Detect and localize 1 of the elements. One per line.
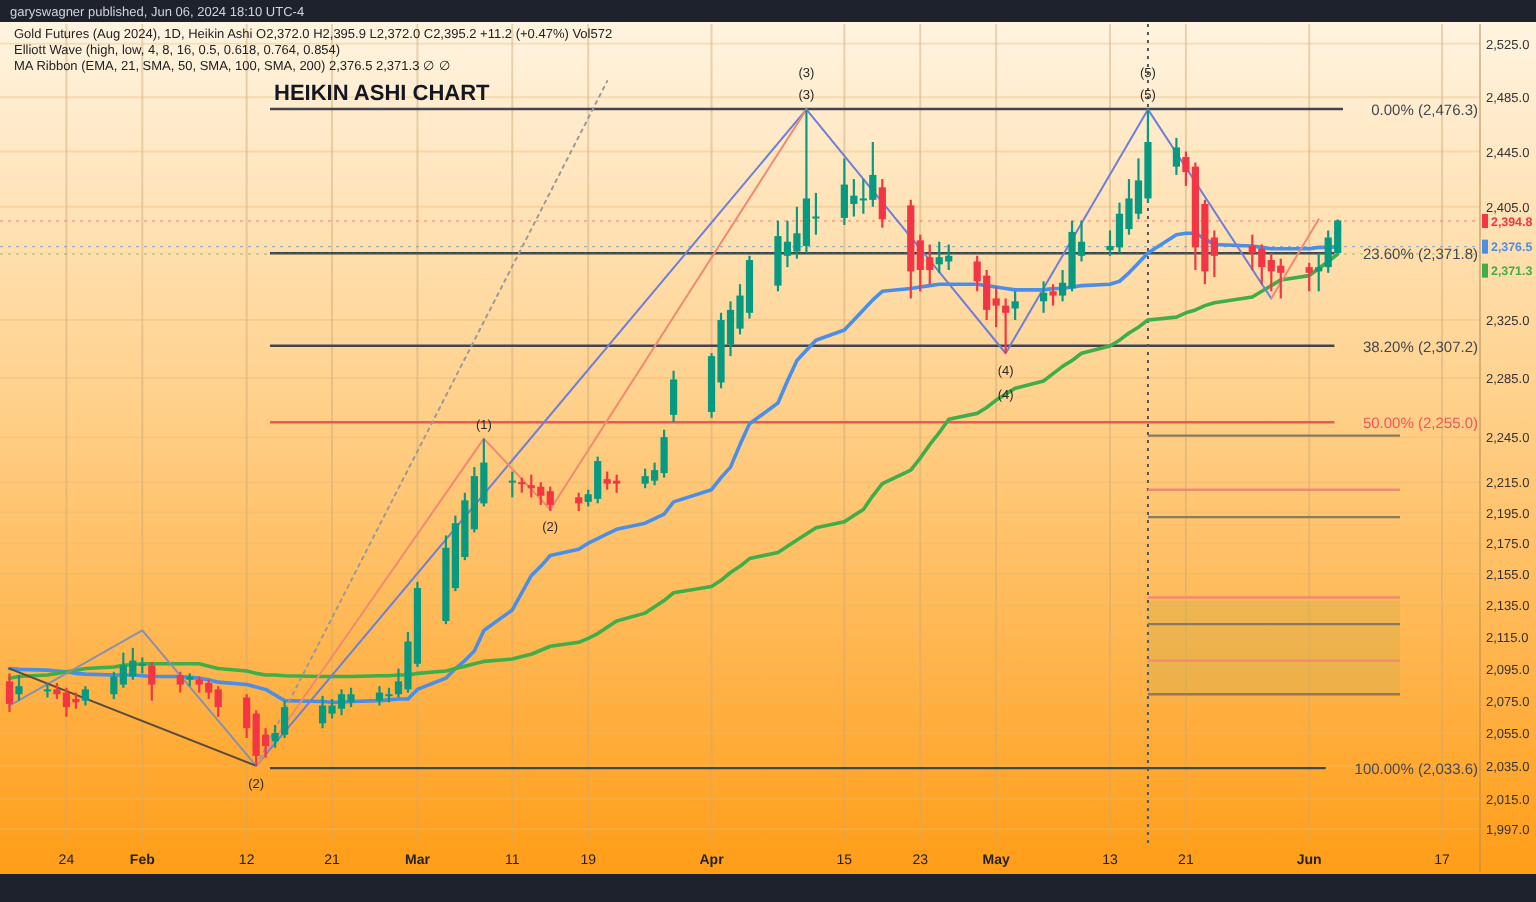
text: HEIKIN ASHI CHART — [274, 82, 491, 106]
